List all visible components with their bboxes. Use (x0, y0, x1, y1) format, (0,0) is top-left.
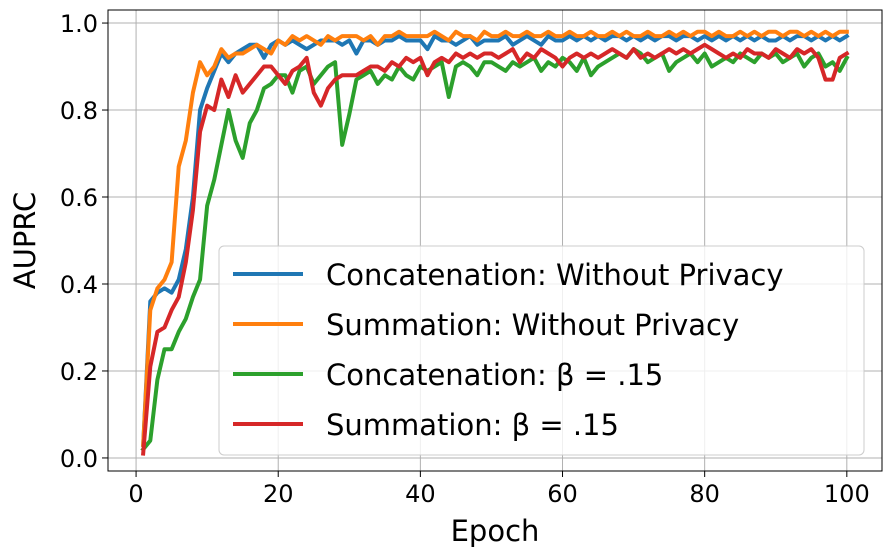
y-tick-label: 0.8 (60, 97, 98, 125)
y-tick-label: 0.4 (60, 271, 98, 299)
x-tick-label: 100 (824, 480, 870, 508)
y-tick-label: 0.0 (60, 445, 98, 473)
series-line-1 (141, 33, 850, 448)
series-lines (140, 29, 850, 456)
x-tick-label: 60 (547, 480, 578, 508)
x-axis-label: Epoch (451, 514, 540, 548)
y-axis-ticks: 0.0 0.2 0.4 0.6 0.8 1.0 (60, 10, 108, 473)
legend: Concatenation: Without Privacy Summation:… (218, 245, 865, 456)
x-axis-ticks: 0 20 40 60 80 100 (128, 471, 870, 508)
plot-frame (107, 9, 883, 472)
series-line-2 (141, 29, 849, 448)
y-tick-label: 1.0 (60, 10, 98, 38)
y-axis-label: AUPRC (8, 192, 42, 290)
legend-box (218, 245, 865, 456)
x-tick-label: 40 (405, 480, 436, 508)
x-tick-label: 20 (263, 480, 294, 508)
series-line-3 (140, 47, 850, 453)
legend-label-4: Summation: β = .15 (326, 408, 619, 442)
y-tick-label: 0.6 (60, 184, 98, 212)
x-tick-label: 80 (689, 480, 720, 508)
x-tick-label: 0 (128, 480, 143, 508)
series-line-4 (141, 42, 850, 456)
legend-label-2: Summation: Without Privacy (326, 308, 739, 342)
y-tick-label: 0.2 (60, 358, 98, 386)
legend-label-1: Concatenation: Without Privacy (326, 258, 784, 292)
legend-label-3: Concatenation: β = .15 (326, 358, 663, 392)
